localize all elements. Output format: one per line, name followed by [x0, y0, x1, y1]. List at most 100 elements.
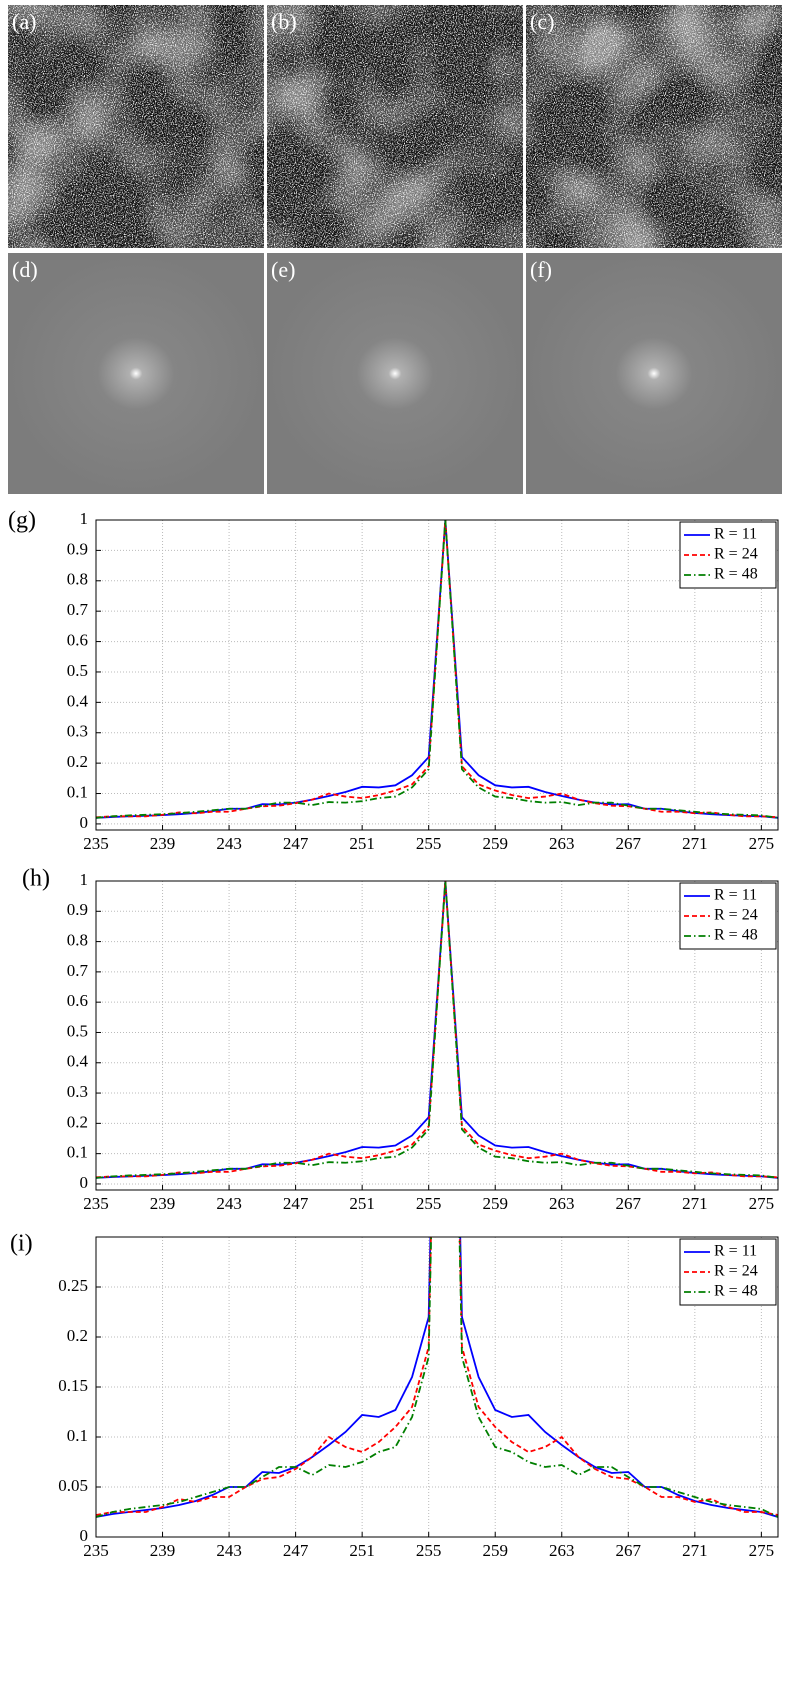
legend: R = 11 R = 24 R = 48: [679, 1238, 777, 1306]
panel-label: (d): [12, 257, 38, 282]
image-panels: (a) (b) (c) (d) (e) (f): [8, 5, 782, 494]
x-tick-label: 247: [283, 1541, 309, 1560]
x-tick-label: 251: [349, 834, 375, 853]
line-chart: (g) 0 0.1 0.2 0.3 0.4 0.5 0.6 0.7 0.8 0.9 1 235 239 24…: [8, 508, 779, 853]
x-tick-label: 259: [482, 1194, 508, 1213]
y-tick-label: 0.1: [67, 1426, 88, 1445]
series-line: [96, 520, 778, 819]
y-tick-label: 0.25: [58, 1276, 88, 1295]
y-tick-label: 0.6: [67, 991, 88, 1010]
y-tick-label: 0.5: [67, 1021, 88, 1040]
x-tick-label: 263: [549, 1541, 575, 1560]
y-tick-label: 0.7: [67, 600, 89, 619]
legend-label: R = 11: [714, 887, 757, 904]
legend-label: R = 48: [714, 1283, 758, 1300]
x-tick-label: 247: [283, 1194, 309, 1213]
x-tick-label: 239: [150, 834, 176, 853]
x-tick-label: 267: [616, 1541, 642, 1560]
x-tick-label: 259: [482, 1541, 508, 1560]
y-tick-label: 1: [80, 870, 89, 889]
legend-label: R = 24: [714, 1263, 758, 1280]
correlation-panel: (e): [267, 253, 523, 494]
series-group: [96, 881, 778, 1179]
noise-panel: (c): [526, 5, 782, 248]
noise-panel: (b): [267, 5, 523, 248]
x-tick-label: 275: [749, 1541, 775, 1560]
plot-frame: [95, 880, 779, 1191]
line-chart: (i) 0 0.05 0.1 0.15 0.2 0.25 235 239 243 247 251 255…: [10, 1231, 779, 1560]
x-tick-label: 275: [749, 834, 775, 853]
y-tick-label: 0.4: [67, 691, 89, 710]
x-tick-label: 259: [482, 834, 508, 853]
x-tick-label: 267: [616, 834, 642, 853]
series-group: [96, 1237, 778, 1518]
y-tick-label: 0.8: [67, 570, 88, 589]
y-tick-label: 0: [80, 813, 89, 832]
x-tick-label: 267: [616, 1194, 642, 1213]
series-line: [96, 881, 778, 1179]
x-tick-label: 255: [416, 1541, 442, 1560]
correlation-panel: (d): [8, 253, 264, 494]
y-tick-label: 0.1: [67, 782, 88, 801]
x-tick-label: 243: [216, 1541, 242, 1560]
x-tick-label: 255: [416, 834, 442, 853]
x-tick-label: 243: [216, 834, 242, 853]
series-line: [96, 520, 778, 819]
y-tick-label: 0.7: [67, 961, 89, 980]
x-tick-label: 239: [150, 1541, 176, 1560]
line-chart: (h) 0 0.1 0.2 0.3 0.4 0.5 0.6 0.7 0.8 0.9 1 235 239 24…: [22, 866, 779, 1213]
x-tick-label: 247: [283, 834, 309, 853]
legend: R = 11 R = 24 R = 48: [679, 882, 777, 950]
panel-label: (a): [12, 9, 36, 34]
x-tick-label: 251: [349, 1541, 375, 1560]
y-tick-label: 0.6: [67, 630, 88, 649]
x-tick-label: 271: [682, 834, 708, 853]
plot-frame: [95, 519, 779, 831]
y-tick-label: 0.4: [67, 1052, 89, 1071]
y-tick-label: 0.3: [67, 1082, 88, 1101]
plot-frame: [95, 1236, 779, 1538]
y-tick-label: 0.9: [67, 900, 88, 919]
y-tick-label: 1: [80, 509, 89, 528]
y-tick-label: 0.2: [67, 752, 88, 771]
x-tick-label: 239: [150, 1194, 176, 1213]
y-tick-label: 0.15: [58, 1376, 88, 1395]
noise-panel: (a): [8, 5, 264, 248]
y-tick-label: 0.5: [67, 661, 88, 680]
x-tick-label: 263: [549, 834, 575, 853]
legend-label: R = 24: [714, 907, 758, 924]
x-tick-label: 243: [216, 1194, 242, 1213]
y-tick-label: 0.1: [67, 1143, 88, 1162]
y-tick-label: 0.2: [67, 1326, 88, 1345]
panel-label: (f): [530, 257, 552, 282]
y-tick-label: 0.2: [67, 1112, 88, 1131]
x-tick-label: 255: [416, 1194, 442, 1213]
series-line: [96, 1237, 778, 1516]
x-tick-label: 235: [83, 1194, 109, 1213]
y-tick-label: 0.8: [67, 930, 88, 949]
x-tick-label: 271: [682, 1194, 708, 1213]
x-tick-label: 235: [83, 834, 109, 853]
legend-label: R = 24: [714, 546, 758, 563]
plot-area: [96, 520, 778, 830]
series-group: [96, 520, 778, 819]
y-tick-label: 0: [80, 1173, 89, 1192]
series-line: [96, 1237, 778, 1518]
y-tick-label: 0.9: [67, 539, 88, 558]
y-tick-label: 0.05: [58, 1476, 88, 1495]
plot-area: [96, 881, 778, 1190]
chart-label: (g): [8, 508, 36, 534]
legend: R = 11 R = 24 R = 48: [679, 521, 777, 589]
legend-label: R = 48: [714, 927, 758, 944]
x-tick-label: 275: [749, 1194, 775, 1213]
legend-label: R = 11: [714, 1243, 757, 1260]
legend-label: R = 48: [714, 566, 758, 583]
legend-label: R = 11: [714, 526, 757, 543]
x-tick-label: 271: [682, 1541, 708, 1560]
panel-label: (e): [271, 257, 295, 282]
x-tick-label: 235: [83, 1541, 109, 1560]
y-tick-label: 0: [80, 1526, 89, 1545]
chart-label: (h): [22, 866, 50, 892]
panel-label: (b): [271, 9, 297, 34]
